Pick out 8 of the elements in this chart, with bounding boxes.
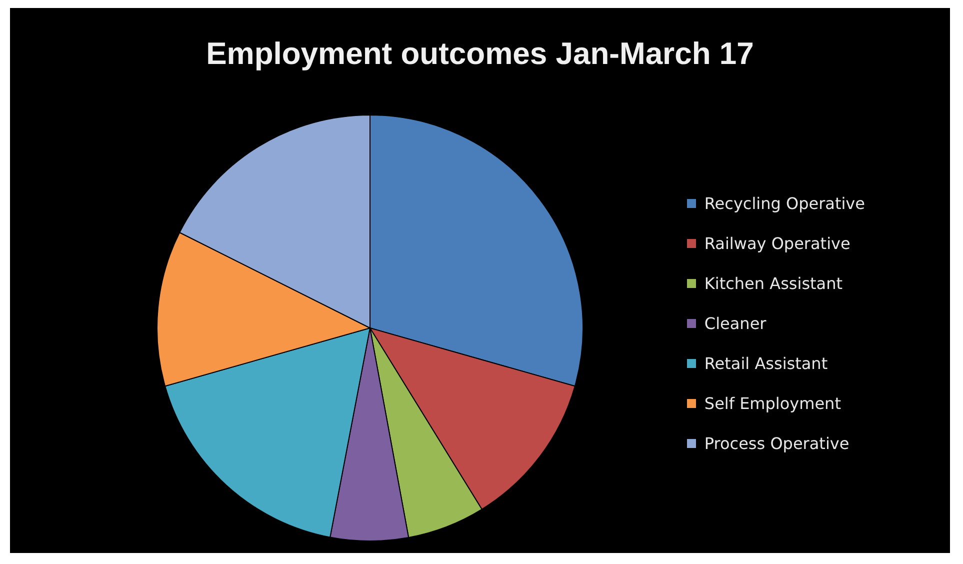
legend-label: Self Employment — [704, 394, 841, 412]
legend-label: Recycling Operative — [704, 194, 865, 212]
legend-label: Retail Assistant — [704, 354, 828, 372]
legend-label: Process Operative — [704, 434, 850, 452]
legend-label: Railway Operative — [704, 234, 850, 252]
legend-label: Cleaner — [704, 314, 766, 332]
legend-label: Kitchen Assistant — [704, 274, 843, 292]
chart-title: Employment outcomes Jan-March 17 — [205, 36, 755, 72]
